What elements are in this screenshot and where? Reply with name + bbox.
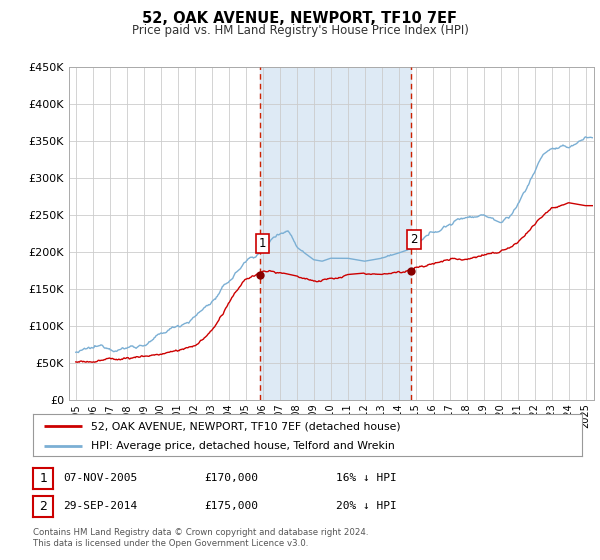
- Text: 29-SEP-2014: 29-SEP-2014: [63, 501, 137, 511]
- Text: 2: 2: [410, 233, 418, 246]
- Text: 20% ↓ HPI: 20% ↓ HPI: [336, 501, 397, 511]
- Text: 52, OAK AVENUE, NEWPORT, TF10 7EF: 52, OAK AVENUE, NEWPORT, TF10 7EF: [143, 11, 458, 26]
- Text: 52, OAK AVENUE, NEWPORT, TF10 7EF (detached house): 52, OAK AVENUE, NEWPORT, TF10 7EF (detac…: [91, 421, 400, 431]
- Text: 1: 1: [39, 472, 47, 485]
- Text: Contains HM Land Registry data © Crown copyright and database right 2024.: Contains HM Land Registry data © Crown c…: [33, 528, 368, 536]
- Text: Price paid vs. HM Land Registry's House Price Index (HPI): Price paid vs. HM Land Registry's House …: [131, 24, 469, 36]
- Text: HPI: Average price, detached house, Telford and Wrekin: HPI: Average price, detached house, Telf…: [91, 441, 394, 451]
- Text: 2: 2: [39, 500, 47, 513]
- Text: 07-NOV-2005: 07-NOV-2005: [63, 473, 137, 483]
- Text: 1: 1: [259, 237, 266, 250]
- Text: £170,000: £170,000: [204, 473, 258, 483]
- Bar: [260, 67, 412, 400]
- Text: 16% ↓ HPI: 16% ↓ HPI: [336, 473, 397, 483]
- Text: £175,000: £175,000: [204, 501, 258, 511]
- Text: This data is licensed under the Open Government Licence v3.0.: This data is licensed under the Open Gov…: [33, 539, 308, 548]
